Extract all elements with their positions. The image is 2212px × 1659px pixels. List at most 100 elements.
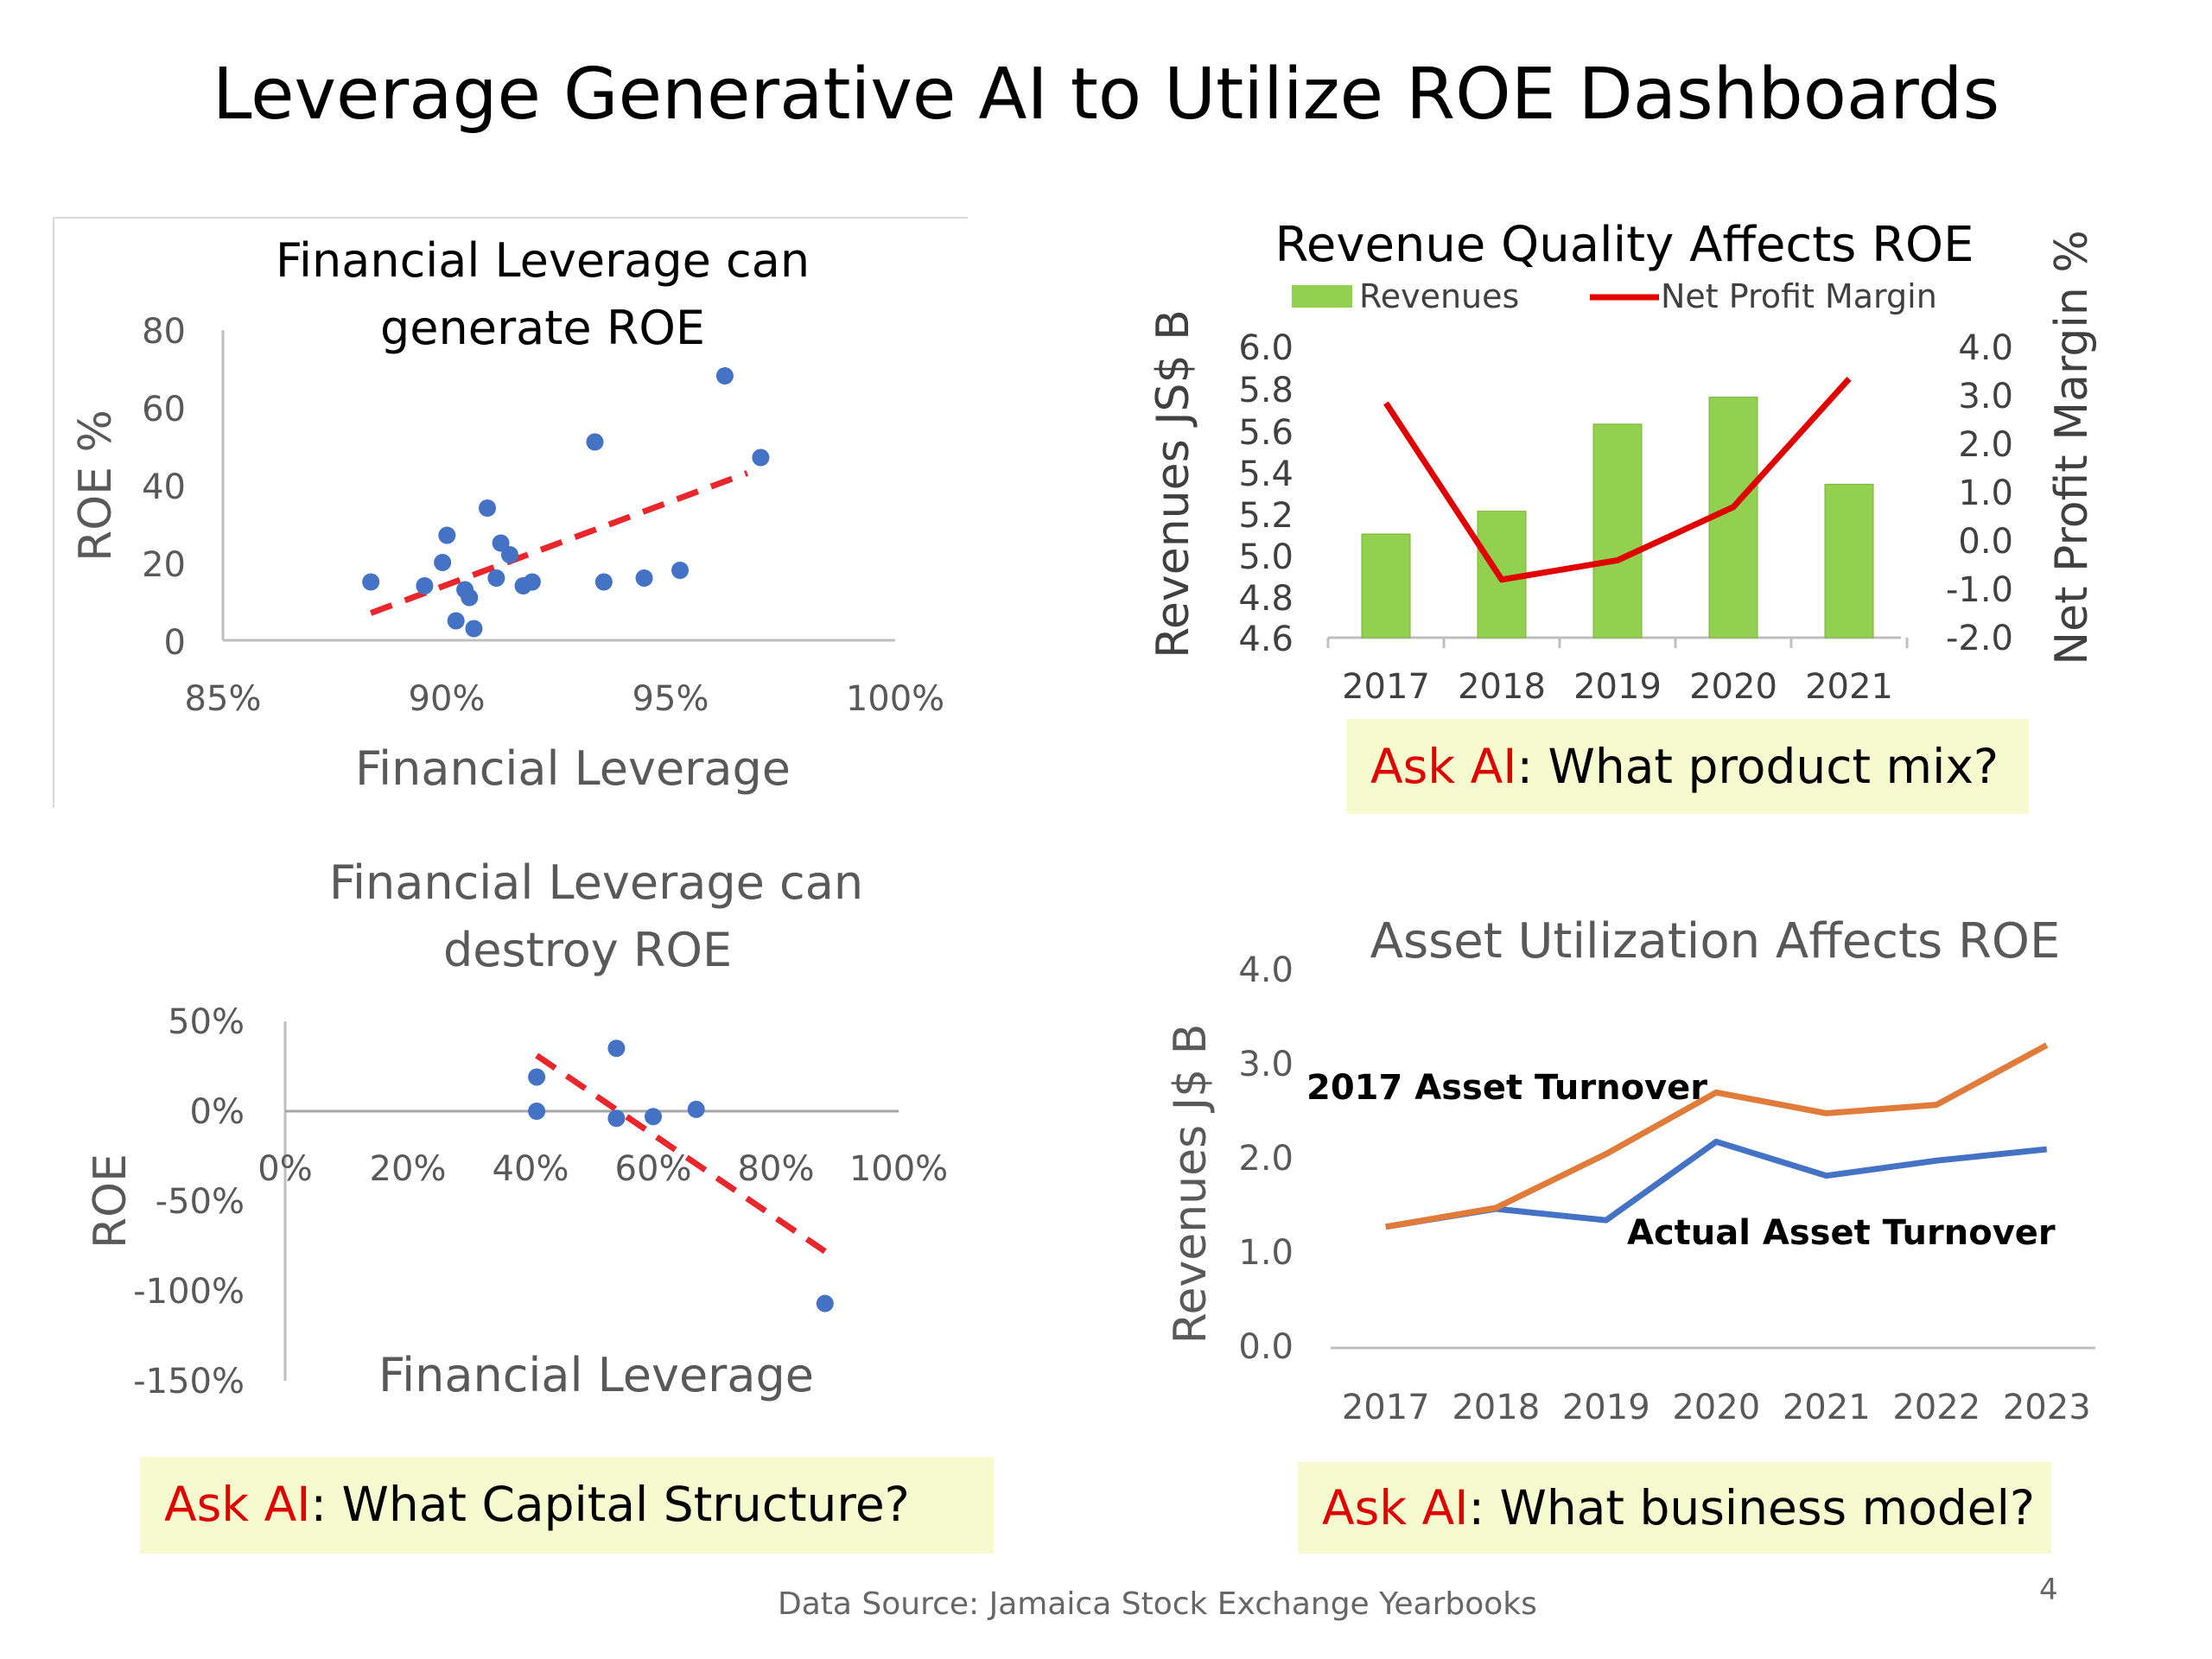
chart-asset-utilization: Asset Utilization Affects ROE 4.0 3.0 2.… — [1165, 913, 2095, 1427]
y-tick-label: 4.0 — [1238, 950, 1294, 990]
ask-ai-capital-structure: Ask AI: What Capital Structure? — [140, 1457, 994, 1554]
legend-label-npm: Net Profit Margin — [1661, 277, 1937, 315]
x-tick-label: 2023 — [2003, 1388, 2091, 1427]
y-tick-label-right: -1.0 — [1946, 570, 2013, 610]
x-axis-title: Financial Leverage — [378, 1348, 814, 1402]
y-tick-label: 80 — [142, 312, 186, 352]
x-tick-label: 2020 — [1672, 1388, 1760, 1427]
page-number: 4 — [2039, 1573, 2058, 1607]
y-tick-label: 0% — [190, 1092, 245, 1132]
data-point — [607, 1039, 626, 1058]
y-tick-label-right: -2.0 — [1946, 619, 2013, 658]
ask-ai-label: Ask AI — [1322, 1480, 1469, 1535]
data-point — [479, 499, 497, 517]
y-tick-label-right: 2.0 — [1958, 425, 2013, 465]
data-point — [438, 526, 456, 544]
chart-generate-roe: Financial Leverage can generate ROE 80 6… — [53, 217, 968, 808]
x-tick-label: 2018 — [1458, 667, 1546, 707]
x-tick-label: 2019 — [1573, 667, 1662, 707]
y-tick-label-right: 0.0 — [1958, 522, 2013, 562]
revenue-bar — [1824, 483, 1874, 639]
ask-ai-question: : What product mix? — [1516, 739, 1999, 794]
chart-title-line-2: generate ROE — [380, 301, 705, 355]
ask-ai-question: : What business model? — [1468, 1480, 2036, 1535]
y-tick-label-left: 5.0 — [1238, 537, 1294, 577]
y-tick-label-left: 4.8 — [1238, 579, 1294, 619]
ask-ai-question: : What Capital Structure? — [310, 1477, 910, 1532]
x-tick-label: 100% — [846, 679, 944, 719]
y-tick-label-left: 5.4 — [1238, 454, 1294, 494]
y-axis-title: Revenues J$ B — [1165, 1024, 1217, 1344]
trendline — [535, 1052, 827, 1255]
x-tick-label: 80% — [738, 1149, 815, 1189]
data-point — [461, 588, 479, 607]
data-point — [528, 1068, 546, 1086]
data-point — [671, 562, 690, 579]
data-point — [607, 1109, 626, 1128]
chart-revenue-quality: Revenue Quality Affects ROE Revenues Net… — [1147, 217, 2098, 707]
y-tick-label-left: 5.6 — [1238, 413, 1294, 453]
chart-title-line-2: destroy ROE — [443, 923, 732, 977]
series-label-2017-turnover: 2017 Asset Turnover — [1306, 1068, 1707, 1108]
y-tick-label: 20 — [142, 545, 186, 585]
ask-ai-label: Ask AI — [1370, 739, 1517, 794]
revenue-bar — [1592, 423, 1643, 639]
x-tick-label: 20% — [370, 1149, 447, 1189]
x-tick-label: 2018 — [1452, 1388, 1540, 1427]
y-tick-label: 50% — [168, 1002, 245, 1042]
chart-title-line-1: Financial Leverage can — [329, 855, 863, 910]
data-point — [752, 448, 770, 467]
y-axis-title: ROE — [85, 1154, 137, 1249]
data-point — [487, 569, 505, 587]
y-tick-label-right: 4.0 — [1958, 328, 2013, 368]
y-tick-label: 2.0 — [1238, 1139, 1294, 1179]
y-tick-label: -100% — [133, 1272, 245, 1312]
x-tick-label: 95% — [632, 679, 709, 719]
x-tick-label: 2017 — [1342, 667, 1430, 707]
x-tick-label: 60% — [615, 1149, 692, 1189]
data-point — [434, 554, 452, 571]
y-axis-title-left: Revenues JS$ B — [1147, 309, 1199, 658]
y-tick-label-left: 4.6 — [1238, 620, 1294, 659]
x-tick-label: 0% — [257, 1149, 312, 1189]
x-tick-label: 2017 — [1342, 1388, 1430, 1427]
x-tick-label: 2021 — [1783, 1388, 1871, 1427]
data-point — [687, 1100, 705, 1118]
ask-ai-product-mix: Ask AI: What product mix? — [1346, 719, 2029, 814]
y-tick-label: 1.0 — [1238, 1233, 1294, 1273]
chart-destroy-roe: Financial Leverage can destroy ROE 50% 0… — [85, 855, 948, 1402]
y-tick-label: -50% — [156, 1182, 245, 1222]
legend-label-revenues: Revenues — [1359, 277, 1519, 315]
data-point — [594, 573, 613, 591]
data-point — [528, 1103, 546, 1120]
revenue-bar — [1361, 533, 1411, 639]
y-tick-label-left: 5.8 — [1238, 371, 1294, 410]
data-point — [500, 546, 518, 563]
chart-title: Revenue Quality Affects ROE — [1274, 217, 1974, 273]
data-point — [523, 573, 541, 591]
data-point — [645, 1108, 662, 1126]
x-axis-title: Financial Leverage — [355, 741, 791, 796]
x-tick-label: 2020 — [1689, 667, 1777, 707]
slide-title: Leverage Generative AI to Utilize ROE Da… — [212, 54, 2000, 136]
chart-title: Asset Utilization Affects ROE — [1370, 913, 2061, 969]
series-label-actual-turnover: Actual Asset Turnover — [1627, 1213, 2056, 1253]
chart-title-line-1: Financial Leverage can — [276, 233, 810, 288]
x-tick-label: 40% — [493, 1149, 569, 1189]
trendline — [369, 470, 749, 616]
data-point — [635, 569, 653, 587]
data-point — [586, 433, 604, 451]
data-point — [492, 534, 510, 552]
y-tick-label-right: 1.0 — [1958, 474, 2013, 513]
data-source-note: Data Source: Jamaica Stock Exchange Year… — [778, 1586, 1537, 1622]
y-axis-title: ROE % — [70, 410, 122, 562]
data-point — [447, 612, 465, 630]
ask-ai-label: Ask AI — [164, 1477, 311, 1532]
data-point — [362, 573, 380, 591]
x-tick-label: 2021 — [1805, 667, 1893, 707]
y-tick-label: -150% — [133, 1362, 245, 1402]
x-tick-label: 100% — [849, 1149, 948, 1189]
npm-line — [1383, 377, 1852, 583]
turnover-2017-line — [1385, 1042, 2049, 1230]
